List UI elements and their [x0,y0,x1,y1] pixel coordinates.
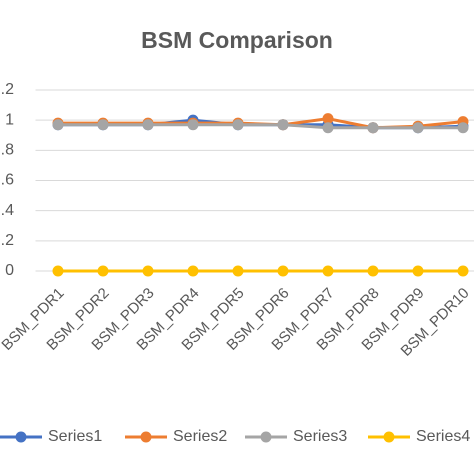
y-tick-label: 0.4 [0,202,14,219]
data-point [187,265,199,277]
data-point [457,122,469,134]
data-point [322,122,334,134]
data-point [277,119,289,131]
y-tick-label: 0.8 [0,142,14,159]
chart-title: BSM Comparison [141,27,333,53]
data-point [412,265,424,277]
data-point [367,122,379,134]
data-point [142,119,154,131]
data-point [232,119,244,131]
data-point [367,265,379,277]
data-point [322,113,334,125]
legend-marker [15,431,27,443]
data-point [277,265,289,277]
data-point [52,265,64,277]
y-tick-label: 0.2 [0,232,14,249]
data-point [52,119,64,131]
data-point [322,265,334,277]
legend-marker [383,431,395,443]
legend-label: Series2 [173,428,227,445]
data-point [97,119,109,131]
data-point [142,265,154,277]
y-tick-label: 0.6 [0,172,14,189]
legend-marker [140,431,152,443]
data-point [97,265,109,277]
series-line [58,123,463,130]
legend-label: Series1 [48,428,102,445]
legend-label: Series3 [293,428,347,445]
y-tick-label: 1.2 [0,81,14,98]
data-point [187,119,199,131]
y-tick-label: 1 [5,111,14,128]
y-tick-label: 0 [5,262,14,279]
data-point [412,122,424,134]
legend-label: Series4 [416,428,470,445]
data-point [232,265,244,277]
data-point [457,265,469,277]
legend-marker [260,431,272,443]
